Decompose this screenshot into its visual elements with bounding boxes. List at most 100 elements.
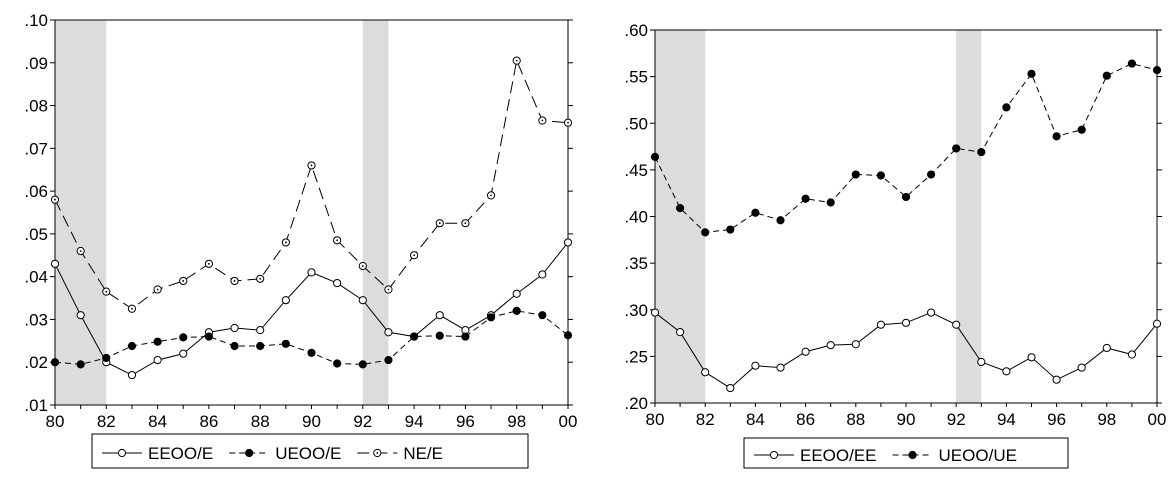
x-tick-label: 82 — [696, 410, 715, 429]
y-tick-label: .07 — [24, 139, 48, 158]
x-tick-label: 94 — [405, 412, 424, 431]
chart-panel-2: .20 .25 .30 .35 .40 .45 .50 .55 .60 80 82 84 86 88 90 9… — [624, 21, 1167, 469]
data-point — [701, 368, 710, 377]
data-point-center — [464, 222, 467, 225]
data-point — [512, 289, 521, 298]
y-tick-label: .40 — [624, 208, 648, 227]
data-point — [826, 198, 835, 207]
x-tick-label: 88 — [251, 412, 270, 431]
series-NE/E — [50, 56, 573, 313]
legend: EEOO/E UEOO/E NE/E — [91, 433, 529, 469]
x-tick-label: 94 — [997, 410, 1016, 429]
legend-box — [743, 437, 1069, 469]
x-tick-label: 88 — [846, 410, 865, 429]
data-point-center — [131, 307, 133, 310]
data-point — [977, 357, 986, 367]
data-point — [851, 340, 860, 349]
data-point — [281, 339, 290, 348]
data-point — [435, 331, 444, 340]
data-point-center — [182, 280, 185, 282]
x-tick-label: 86 — [796, 410, 815, 429]
data-point — [876, 171, 886, 180]
legend-item: EEOO/EE — [754, 446, 877, 465]
data-point — [281, 296, 290, 305]
x-tick-label: 86 — [199, 412, 218, 431]
data-point — [751, 208, 760, 217]
data-point — [333, 359, 342, 368]
legend-marker-center — [376, 452, 379, 454]
plot-frame — [654, 29, 1158, 404]
data-point-center — [310, 164, 313, 167]
y-tick-label: .30 — [624, 301, 648, 320]
data-point — [563, 238, 573, 247]
data-point-center — [79, 250, 82, 252]
data-point — [512, 306, 521, 315]
data-point-center — [336, 239, 339, 242]
data-point — [1002, 103, 1011, 112]
data-point — [1027, 353, 1036, 362]
y-tick-label: .01 — [24, 396, 48, 415]
shaded-range-2 — [956, 30, 982, 403]
series-UEOO/E — [50, 306, 573, 369]
y-tick-label: .04 — [24, 268, 48, 287]
data-point — [538, 311, 547, 320]
data-point — [230, 341, 239, 351]
data-point — [1102, 71, 1111, 80]
data-point — [1152, 319, 1162, 328]
legend-marker — [908, 450, 917, 460]
data-point — [676, 328, 685, 337]
x-tick-label: 00 — [1148, 410, 1167, 429]
y-tick-label: .02 — [24, 353, 48, 372]
legend-marker — [245, 448, 254, 458]
data-point-center — [54, 198, 56, 201]
data-point — [230, 323, 239, 333]
data-point-center — [515, 59, 518, 62]
x-tick-label: 92 — [353, 412, 372, 431]
y-tick-label: .55 — [624, 68, 648, 87]
data-point — [307, 268, 316, 277]
y-tick-label: .50 — [624, 114, 648, 133]
data-point — [333, 278, 342, 288]
legend-marker — [117, 448, 127, 458]
data-point — [726, 225, 735, 234]
data-point — [901, 318, 911, 327]
data-point — [358, 296, 367, 305]
x-tick-label: 84 — [148, 412, 167, 431]
shaded-range-1 — [655, 30, 706, 403]
data-point — [50, 358, 60, 367]
legend-item: NE/E — [357, 444, 443, 463]
y-tick-label: .45 — [624, 161, 648, 180]
legend-item: UEOO/UE — [892, 446, 1017, 465]
series-UEOO/UE — [650, 59, 1162, 237]
x-tick-label: 84 — [746, 410, 765, 429]
data-point-center — [208, 262, 210, 265]
series-line — [54, 58, 569, 310]
data-point — [76, 360, 85, 369]
data-point — [701, 228, 710, 237]
x-tick-label: 90 — [302, 412, 321, 431]
data-point — [776, 216, 785, 225]
data-point — [1052, 132, 1061, 141]
data-point-center — [233, 280, 236, 282]
data-point — [153, 337, 162, 346]
data-point — [927, 170, 936, 179]
data-point — [384, 355, 393, 365]
data-point — [1127, 350, 1137, 359]
legend-box — [91, 433, 529, 469]
data-point — [127, 370, 137, 380]
data-point — [776, 363, 785, 372]
data-point — [801, 347, 810, 356]
data-point-center — [361, 265, 364, 267]
data-point — [563, 331, 573, 340]
data-point — [384, 328, 393, 337]
data-point — [256, 326, 265, 335]
legend-item: UEOO/E — [229, 444, 341, 463]
data-point — [952, 144, 961, 153]
data-point — [927, 308, 936, 317]
data-point — [153, 355, 162, 365]
legend-label: UEOO/UE — [939, 446, 1017, 465]
data-point — [901, 192, 911, 202]
legend-label: NE/E — [403, 444, 443, 463]
